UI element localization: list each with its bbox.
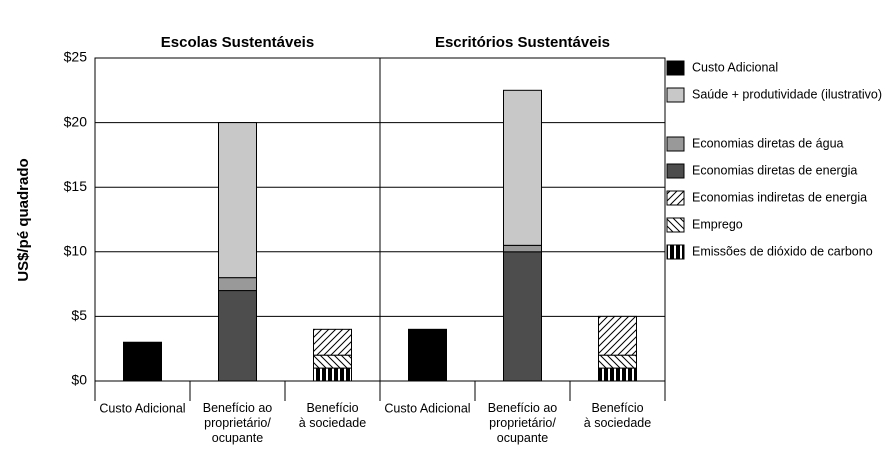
x-tick-label: Custo Adicional <box>384 401 470 415</box>
legend-swatch <box>666 60 685 76</box>
legend-swatch <box>666 190 685 206</box>
legend-label: Economias indiretas de energia <box>692 190 867 204</box>
bar-segment <box>598 367 637 382</box>
x-tick-label: Benefício ao proprietário/ocupante <box>488 401 558 445</box>
panel-title: Escritórios Sustentáveis <box>435 34 610 51</box>
y-tick-label: $10 <box>64 243 88 259</box>
bar-segment <box>218 122 257 279</box>
bar-segment <box>313 328 352 356</box>
bar-segment <box>598 315 637 356</box>
legend-swatch <box>666 136 685 152</box>
legend-swatch <box>666 244 685 260</box>
y-tick-label: $25 <box>64 49 88 65</box>
legend-label: Economias diretas de energia <box>692 163 857 177</box>
bar-segment <box>313 367 352 382</box>
legend-label: Emissões de dióxido de carbono <box>692 244 873 258</box>
legend-swatch <box>666 87 685 103</box>
x-tick-label: Custo Adicional <box>99 401 185 415</box>
legend-label: Custo Adicional <box>692 60 778 74</box>
y-tick-label: $5 <box>71 307 87 323</box>
bar-segment <box>218 290 257 382</box>
legend-swatch <box>666 163 685 179</box>
x-tick-label: Benefício à sociedade <box>299 401 366 430</box>
panel-title: Escolas Sustentáveis <box>161 34 314 51</box>
y-axis-label: US$/pé quadrado <box>15 158 32 281</box>
bar-segment <box>503 89 542 246</box>
bar-segment <box>123 341 162 382</box>
y-tick-label: $20 <box>64 113 88 129</box>
bar-segment <box>503 244 542 253</box>
bar-segment <box>503 251 542 382</box>
x-tick-label: Benefício ao proprietário/ocupante <box>203 401 273 445</box>
legend-label: Saúde + produtividade (ilustrativo) <box>692 87 882 101</box>
legend-label: Emprego <box>692 217 743 231</box>
bar-segment <box>313 354 352 369</box>
legend-label: Economias diretas de água <box>692 136 844 150</box>
bar-segment <box>218 277 257 292</box>
legend-swatch <box>666 217 685 233</box>
bar-segment <box>408 328 447 382</box>
y-tick-label: $0 <box>71 372 87 388</box>
bar-segment <box>598 354 637 369</box>
x-tick-label: Benefício à sociedade <box>584 401 651 430</box>
y-tick-label: $15 <box>64 178 88 194</box>
